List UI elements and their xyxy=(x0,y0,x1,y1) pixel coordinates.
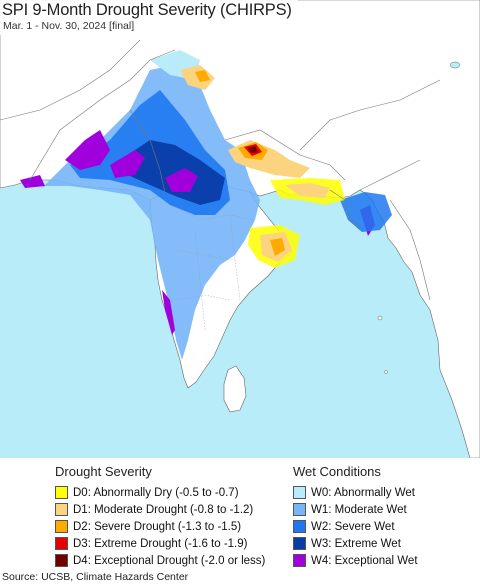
swatch-d0 xyxy=(55,486,68,499)
legend-label-d4: D4: Exceptional Drought (-2.0 or less) xyxy=(73,554,266,567)
wet-region-northeast xyxy=(340,192,392,232)
wet-region-w3 xyxy=(120,140,225,205)
swatch-w2 xyxy=(293,520,306,533)
drought-region-d2-central xyxy=(270,238,285,256)
drought-map xyxy=(0,0,480,458)
date-range: Mar. 1 - Nov. 30, 2024 [final] xyxy=(3,20,135,32)
legend-item-w2: W2: Severe Wet xyxy=(293,518,418,535)
drought-region-d1-east xyxy=(285,183,330,198)
swatch-d2 xyxy=(55,520,68,533)
page-title: SPI 9-Month Drought Severity (CHIRPS) xyxy=(2,1,292,19)
legend-item-d1: D1: Moderate Drought (-0.8 to -1.2) xyxy=(55,501,265,518)
drought-legend-heading: Drought Severity xyxy=(55,464,152,479)
country-borders xyxy=(0,39,441,301)
drought-region-d1-kashmir xyxy=(180,65,215,90)
legend-item-w0: W0: Abnormally Wet xyxy=(293,484,418,501)
swatch-w4 xyxy=(293,554,306,567)
source-credit: Source: UCSB, Climate Hazards Center xyxy=(2,571,189,583)
legend-label-d1: D1: Moderate Drought (-0.8 to -1.2) xyxy=(73,503,254,516)
legend-item-d2: D2: Severe Drought (-1.3 to -1.5) xyxy=(55,518,265,535)
legend-item-d0: D0: Abnormally Dry (-0.5 to -0.7) xyxy=(55,484,265,501)
legend-label-d0: D0: Abnormally Dry (-0.5 to -0.7) xyxy=(73,486,239,499)
legend-item-w4: W4: Exceptional Wet xyxy=(293,552,418,569)
legend-item-d3: D3: Extreme Drought (-1.6 to -1.9) xyxy=(55,535,265,552)
drought-legend: Drought Severity D0: Abnormally Dry (-0.… xyxy=(55,464,265,569)
nicobar-islands xyxy=(384,370,388,374)
swatch-w1 xyxy=(293,503,306,516)
legend-label-w3: W3: Extreme Wet xyxy=(311,537,401,550)
map-area: SPI 9-Month Drought Severity (CHIRPS) Ma… xyxy=(0,0,480,458)
wet-region-w4-gujarat xyxy=(165,168,198,192)
swatch-d1 xyxy=(55,503,68,516)
wet-region-w4-pakistan xyxy=(65,130,110,170)
legend-label-w2: W2: Severe Wet xyxy=(311,520,395,533)
andaman-islands xyxy=(377,315,383,321)
wet-legend-heading: Wet Conditions xyxy=(293,464,381,479)
drought-region-d4-nepal xyxy=(248,146,258,153)
legend-label-w4: W4: Exceptional Wet xyxy=(311,554,418,567)
wet-region-w4-coast xyxy=(20,175,45,188)
state-borders xyxy=(169,204,256,331)
legend-label-d2: D2: Severe Drought (-1.3 to -1.5) xyxy=(73,520,242,533)
wet-region-w4-west-coast xyxy=(162,290,175,335)
swatch-w3 xyxy=(293,537,306,550)
wet-region-w4-sindh xyxy=(110,150,145,178)
swatch-d4 xyxy=(55,554,68,567)
legend: Drought Severity D0: Abnormally Dry (-0.… xyxy=(0,458,480,570)
wet-legend: Wet Conditions W0: Abnormally Wet W1: Mo… xyxy=(293,464,418,569)
legend-label-d3: D3: Extreme Drought (-1.6 to -1.9) xyxy=(73,537,248,550)
legend-item-d4: D4: Exceptional Drought (-2.0 or less) xyxy=(55,552,265,569)
sri-lanka xyxy=(223,365,247,413)
swatch-d3 xyxy=(55,537,68,550)
drought-region-d2-kashmir xyxy=(195,70,210,82)
wet-region-w1 xyxy=(40,65,260,360)
legend-item-w3: W3: Extreme Wet xyxy=(293,535,418,552)
legend-label-w1: W1: Moderate Wet xyxy=(311,503,407,516)
legend-label-w0: W0: Abnormally Wet xyxy=(311,486,415,499)
lake xyxy=(449,61,461,69)
title-box: SPI 9-Month Drought Severity (CHIRPS) Ma… xyxy=(0,0,298,35)
legend-item-w1: W1: Moderate Wet xyxy=(293,501,418,518)
swatch-w0 xyxy=(293,486,306,499)
